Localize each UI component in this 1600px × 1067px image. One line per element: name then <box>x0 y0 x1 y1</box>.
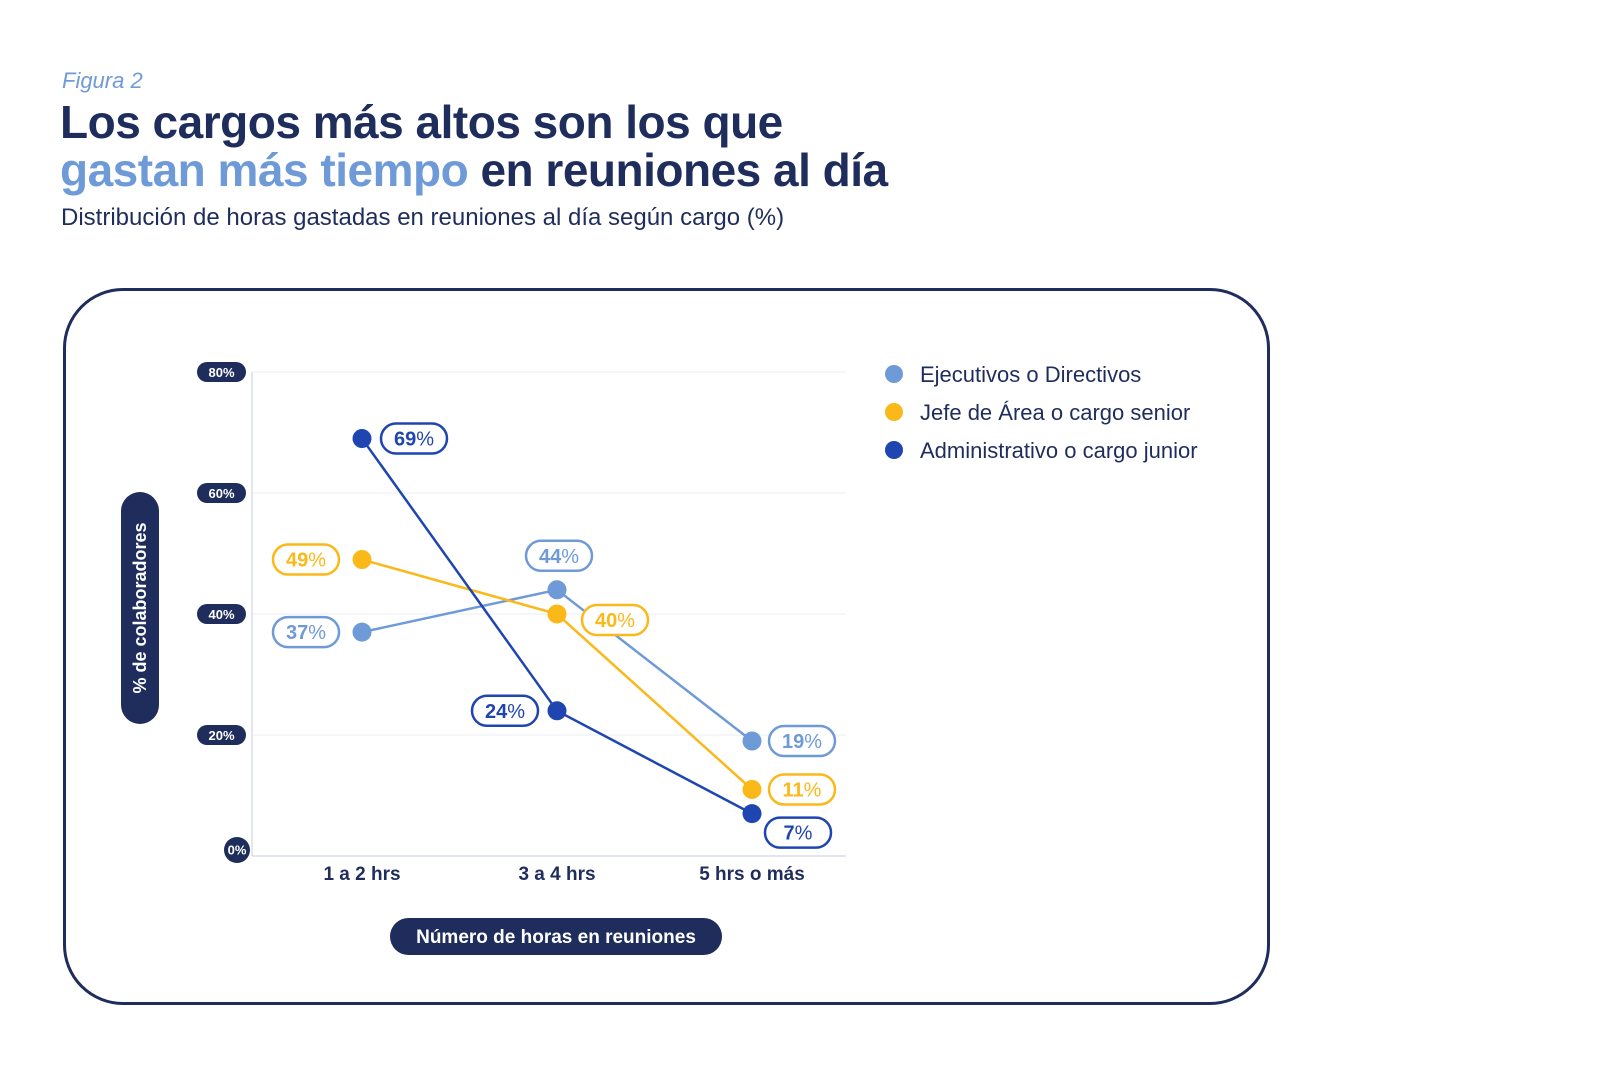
data-label: 49% <box>271 543 341 576</box>
figure-label: Figura 2 <box>62 68 143 93</box>
legend-item: Administrativo o cargo junior <box>885 438 1198 463</box>
data-point <box>742 779 762 799</box>
data-label-pill <box>763 816 833 849</box>
data-label-pill <box>271 543 341 576</box>
legend-marker <box>885 403 903 421</box>
y-tick-badge <box>197 725 246 745</box>
data-label-text: 37% <box>286 622 326 644</box>
chart-card <box>63 288 1270 1005</box>
legend-item: Jefe de Área o cargo senior <box>885 400 1190 425</box>
legend-marker <box>885 365 903 383</box>
data-label: 44% <box>524 539 594 573</box>
data-label: 37% <box>271 615 341 649</box>
series-line <box>360 437 753 815</box>
title-highlight: gastan más tiempo <box>60 144 469 196</box>
data-point <box>547 701 567 721</box>
y-tick-text: 80% <box>208 365 234 380</box>
data-point <box>352 550 372 570</box>
data-label-text: 7% <box>784 823 813 845</box>
data-label: 69% <box>379 422 449 455</box>
y-tick-badge <box>224 837 250 863</box>
y-axis-title: % de colaboradores <box>121 492 159 724</box>
data-point <box>352 622 372 642</box>
y-tick-text: 20% <box>208 728 234 743</box>
y-tick-label: 20% <box>197 725 246 745</box>
chart-title: Los cargos más altos son los que gastan … <box>60 98 888 194</box>
data-point <box>742 731 762 751</box>
data-label-pill <box>767 773 837 806</box>
y-tick-badge <box>197 483 246 503</box>
x-axis-title-pill <box>390 918 722 955</box>
y-tick-label: 0% <box>224 837 250 863</box>
data-label: 7% <box>763 816 833 849</box>
y-axis-title-pill <box>121 492 159 724</box>
x-axis-title-text: Número de horas en reuniones <box>416 927 696 948</box>
y-tick-text: 0% <box>228 843 247 858</box>
data-label-pill <box>767 724 837 758</box>
data-label-pill <box>379 422 449 455</box>
x-tick-label: 3 a 4 hrs <box>518 864 595 885</box>
chart-subtitle: Distribución de horas gastadas en reunio… <box>61 204 785 231</box>
legend-label: Jefe de Área o cargo senior <box>920 400 1190 425</box>
data-point <box>547 580 567 600</box>
y-tick-text: 60% <box>208 486 234 501</box>
x-tick-label: 5 hrs o más <box>699 864 805 885</box>
y-tick-text: 40% <box>208 607 234 622</box>
legend-item: Ejecutivos o Directivos <box>885 362 1141 387</box>
y-tick-label: 40% <box>197 604 246 624</box>
y-axis-title-text: % de colaboradores <box>130 522 150 693</box>
x-tick-label: 1 a 2 hrs <box>323 864 400 885</box>
y-tick-label: 60% <box>197 483 246 503</box>
data-label-text: 44% <box>539 546 579 568</box>
data-point <box>547 604 567 624</box>
data-point <box>742 804 762 824</box>
title-line-2: gastan más tiempo en reuniones al día <box>60 146 888 194</box>
x-axis-title: Número de horas en reuniones <box>390 918 722 955</box>
data-label-text: 49% <box>286 550 326 572</box>
data-label-pill <box>524 539 594 573</box>
data-label: 11% <box>767 773 837 806</box>
data-label: 19% <box>767 724 837 758</box>
data-label-text: 19% <box>782 731 822 753</box>
data-label: 24% <box>470 694 540 728</box>
legend-label: Administrativo o cargo junior <box>920 438 1198 463</box>
legend-marker <box>885 441 903 459</box>
data-label-pill <box>271 615 341 649</box>
data-label-text: 11% <box>783 779 822 801</box>
y-tick-badge <box>197 604 246 624</box>
data-label-text: 40% <box>595 610 635 632</box>
y-tick-label: 80% <box>197 362 246 382</box>
data-label-text: 24% <box>485 701 525 723</box>
legend-label: Ejecutivos o Directivos <box>920 362 1141 387</box>
y-tick-badge <box>197 362 246 382</box>
data-point <box>352 429 372 449</box>
title-line-1: Los cargos más altos son los que <box>60 96 783 148</box>
data-label-pill <box>470 694 540 728</box>
data-label-text: 69% <box>394 429 434 451</box>
data-label: 40% <box>580 603 650 637</box>
title-line-2-rest: en reuniones al día <box>468 144 888 196</box>
data-label-pill <box>580 603 650 637</box>
